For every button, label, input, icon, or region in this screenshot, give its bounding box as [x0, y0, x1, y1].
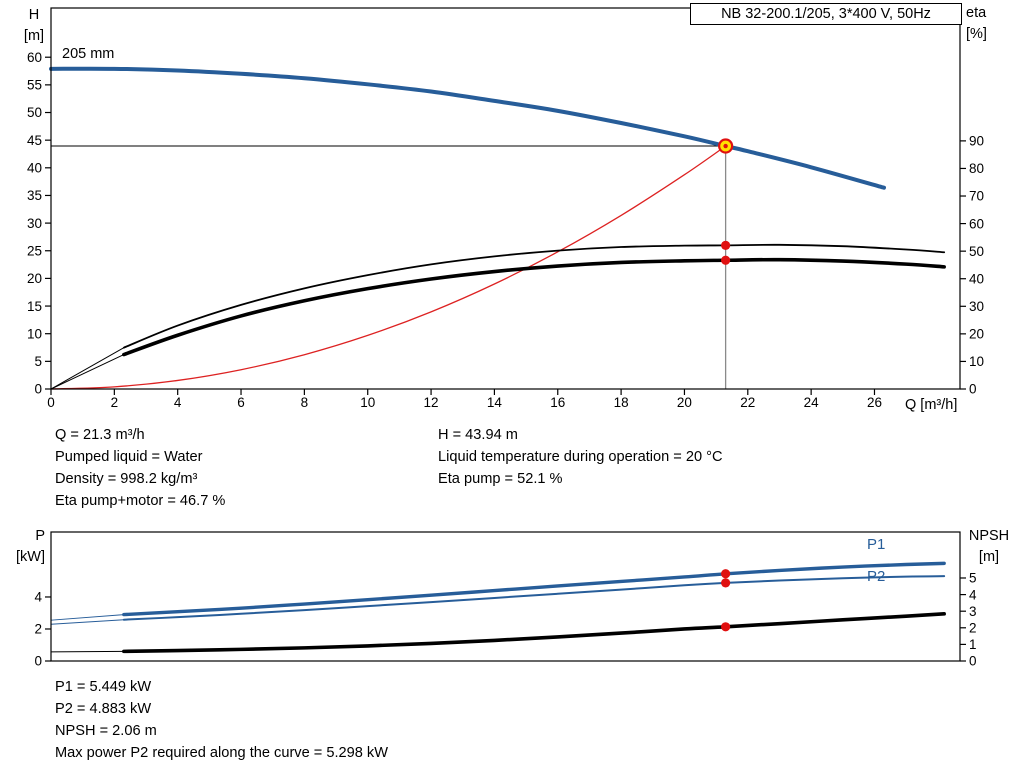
- svg-text:80: 80: [969, 161, 984, 176]
- svg-text:0: 0: [34, 382, 42, 397]
- eta-pump-value: Eta pump = 52.1 %: [438, 471, 563, 487]
- p1-curve-label: P1: [867, 536, 886, 553]
- svg-text:0: 0: [47, 395, 55, 410]
- svg-text:50: 50: [969, 244, 984, 259]
- svg-text:2: 2: [111, 395, 119, 410]
- svg-text:0: 0: [34, 654, 42, 669]
- svg-text:90: 90: [969, 134, 984, 149]
- h-value: H = 43.94 m: [438, 427, 518, 443]
- svg-text:24: 24: [804, 395, 820, 410]
- q-axis-label: Q [m³/h]: [905, 397, 958, 413]
- npsh-curve: [122, 612, 946, 654]
- svg-text:40: 40: [969, 271, 984, 286]
- operating-data-right-column: H = 43.94 m Liquid temperature during op…: [438, 424, 723, 490]
- svg-text:20: 20: [677, 395, 692, 410]
- npsh-axis-label: NPSH [m]: [968, 528, 1010, 565]
- plot-frame: [50, 7, 961, 390]
- svg-text:5: 5: [969, 571, 977, 586]
- svg-text:0: 0: [969, 382, 977, 397]
- eta-pump-motor-curve: [122, 257, 946, 357]
- svg-text:15: 15: [27, 299, 42, 314]
- svg-text:25: 25: [27, 243, 42, 258]
- svg-text:2: 2: [969, 620, 977, 635]
- system-curve: [50, 145, 727, 390]
- svg-text:8: 8: [301, 395, 309, 410]
- svg-text:30: 30: [27, 216, 42, 231]
- svg-text:18: 18: [614, 395, 629, 410]
- hq-eta-chart: 0510152025303540455055600102030405060708…: [27, 7, 984, 410]
- h-axis-label: H [m]: [23, 7, 45, 44]
- svg-text:1: 1: [969, 637, 977, 652]
- p2-value: P2 = 4.883 kW: [55, 701, 152, 717]
- svg-text:4: 4: [174, 395, 182, 410]
- duty-point-center: [723, 143, 728, 149]
- eta-pump-curve: [122, 243, 946, 349]
- p1-lead: [50, 614, 125, 621]
- p2-lead: [50, 619, 125, 625]
- svg-text:4: 4: [34, 590, 42, 605]
- max-power-note: Max power P2 required along the curve = …: [55, 745, 388, 761]
- eta-pump-motor-value: Eta pump+motor = 46.7 %: [55, 493, 226, 509]
- impeller-diameter-label: 205 mm: [62, 46, 115, 62]
- svg-text:0: 0: [969, 654, 977, 669]
- svg-text:6: 6: [237, 395, 245, 410]
- p1-marker: [721, 569, 731, 579]
- svg-text:2: 2: [34, 622, 42, 637]
- pump-title-box: NB 32-200.1/205, 3*400 V, 50Hz: [690, 3, 962, 25]
- npsh-marker: [721, 622, 731, 632]
- svg-text:22: 22: [740, 395, 755, 410]
- p1-curve: [122, 561, 946, 617]
- svg-text:16: 16: [550, 395, 565, 410]
- svg-text:35: 35: [27, 188, 42, 203]
- svg-text:26: 26: [867, 395, 882, 410]
- h-curve: [49, 66, 886, 190]
- svg-text:10: 10: [360, 395, 375, 410]
- svg-text:14: 14: [487, 395, 503, 410]
- svg-text:50: 50: [27, 105, 42, 120]
- svg-text:70: 70: [969, 189, 984, 204]
- p-axis-label: P [kW]: [16, 528, 45, 565]
- svg-text:12: 12: [424, 395, 439, 410]
- liquid-temperature: Liquid temperature during operation = 20…: [438, 449, 723, 465]
- eta-pump-marker: [721, 240, 731, 250]
- eta-pump-motor-marker: [721, 255, 731, 265]
- svg-text:45: 45: [27, 133, 42, 148]
- q-value: Q = 21.3 m³/h: [55, 427, 145, 443]
- p1-value: P1 = 5.449 kW: [55, 679, 152, 695]
- svg-text:4: 4: [969, 587, 977, 602]
- svg-text:20: 20: [27, 271, 42, 286]
- svg-text:30: 30: [969, 299, 984, 314]
- eta-axis-label: eta [%]: [966, 5, 987, 42]
- p2-marker: [721, 578, 731, 588]
- svg-text:40: 40: [27, 161, 42, 176]
- eta-pump-motor-lead: [50, 354, 125, 390]
- svg-text:60: 60: [27, 50, 42, 65]
- p2-curve: [122, 575, 946, 621]
- density-value: Density = 998.2 kg/m³: [55, 471, 198, 487]
- pumped-liquid: Pumped liquid = Water: [55, 449, 203, 465]
- eta-pump-lead: [50, 347, 125, 390]
- svg-text:10: 10: [27, 326, 42, 341]
- svg-text:55: 55: [27, 78, 42, 93]
- svg-text:60: 60: [969, 216, 984, 231]
- svg-text:10: 10: [969, 354, 984, 369]
- svg-text:5: 5: [34, 354, 42, 369]
- npsh-value: NPSH = 2.06 m: [55, 723, 157, 739]
- p2-curve-label: P2: [867, 568, 886, 585]
- svg-text:3: 3: [969, 604, 977, 619]
- operating-data-left-column: Q = 21.3 m³/h Pumped liquid = Water Dens…: [55, 424, 225, 512]
- svg-text:20: 20: [969, 327, 984, 342]
- power-data-column: P1 = 5.449 kW P2 = 4.883 kW NPSH = 2.06 …: [55, 676, 388, 764]
